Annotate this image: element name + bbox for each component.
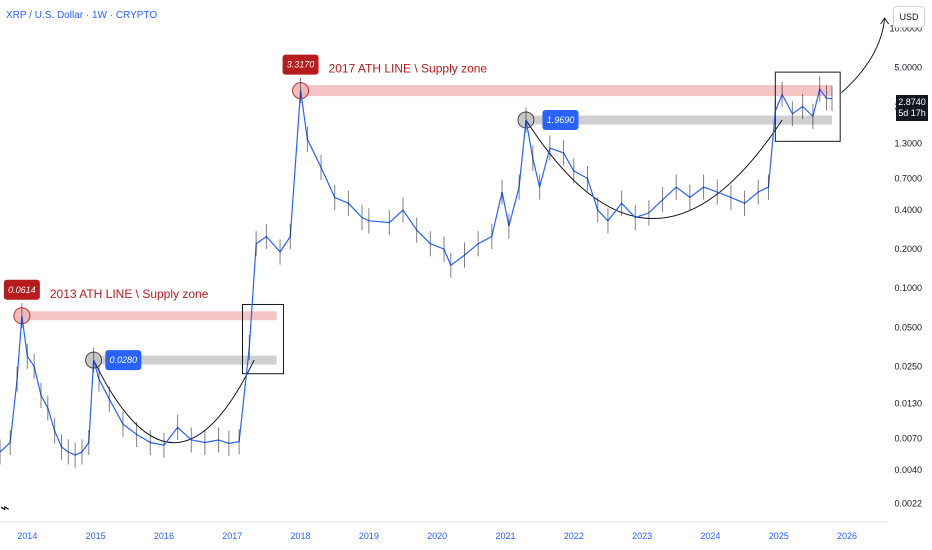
symbol-title[interactable]: XRP / U.S. Dollar · 1W · CRYPTO bbox=[6, 10, 158, 21]
y-tick-label: 0.0070 bbox=[894, 433, 922, 443]
x-tick-label: 2025 bbox=[769, 531, 789, 541]
annotation-badge-label: 1.9690 bbox=[547, 115, 575, 125]
annotation-badge bbox=[105, 350, 142, 371]
x-tick-label: 2015 bbox=[86, 531, 106, 541]
x-tick-label: 2021 bbox=[495, 531, 515, 541]
annotation-badge bbox=[282, 54, 319, 75]
breakout-box-2017 bbox=[241, 303, 284, 375]
arrow-head-icon bbox=[880, 17, 890, 25]
annotation-badge-label: 0.0614 bbox=[8, 285, 36, 295]
last-price-tag: 2.8740 5d 17h bbox=[896, 95, 928, 121]
breakout-box-2025 bbox=[774, 71, 841, 142]
price-series-line bbox=[0, 87, 833, 456]
tradingview-logo-icon[interactable]: ⌁ bbox=[0, 500, 10, 517]
y-tick-label: 1.3000 bbox=[894, 138, 922, 148]
x-tick-label: 2017 bbox=[222, 531, 242, 541]
y-tick-label: 5.0000 bbox=[894, 62, 922, 72]
x-tick-label: 2016 bbox=[154, 531, 174, 541]
x-tick-label: 2020 bbox=[427, 531, 447, 541]
x-tick-label: 2026 bbox=[837, 531, 857, 541]
cup-arc-2022 bbox=[525, 119, 783, 220]
x-tick-label: 2014 bbox=[17, 531, 37, 541]
bar-countdown: 5d 17h bbox=[898, 108, 926, 118]
supply-zone-band bbox=[525, 115, 832, 125]
y-tick-label: 0.0250 bbox=[894, 361, 922, 371]
last-price-value: 2.8740 bbox=[898, 97, 926, 107]
y-tick-label: 0.0040 bbox=[894, 465, 922, 475]
supply-zone-band bbox=[93, 355, 277, 365]
y-tick-label: 0.7000 bbox=[894, 173, 922, 183]
y-tick-label: 0.0130 bbox=[894, 398, 922, 408]
y-tick-label: 0.1000 bbox=[894, 283, 922, 293]
annotation-badge bbox=[542, 110, 579, 131]
x-tick-label: 2022 bbox=[564, 531, 584, 541]
annotation-zone-label: 2013 ATH LINE \ Supply zone bbox=[50, 287, 209, 301]
projection-arrow bbox=[841, 17, 886, 93]
annotation-badge bbox=[3, 279, 40, 300]
x-tick-label: 2018 bbox=[291, 531, 311, 541]
supply-zone-band bbox=[300, 85, 832, 97]
y-tick-label: 0.2000 bbox=[894, 244, 922, 254]
x-tick-label: 2019 bbox=[359, 531, 379, 541]
y-tick-label: 0.4000 bbox=[894, 205, 922, 215]
y-tick-label: 10.0000 bbox=[889, 23, 922, 33]
x-tick-label: 2024 bbox=[700, 531, 720, 541]
annotation-zone-label: 2017 ATH LINE \ Supply zone bbox=[329, 62, 488, 76]
x-tick-label: 2023 bbox=[632, 531, 652, 541]
y-tick-label: 0.0022 bbox=[894, 499, 922, 509]
y-tick-label: 0.0500 bbox=[894, 322, 922, 332]
cup-arc-2015 bbox=[93, 359, 255, 444]
currency-button[interactable]: USD bbox=[893, 6, 925, 28]
price-axis-panel bbox=[888, 0, 932, 550]
annotation-badge-label: 0.0280 bbox=[110, 355, 138, 365]
annotation-badge-label: 3.3170 bbox=[287, 60, 315, 70]
supply-zone-band bbox=[21, 311, 277, 321]
